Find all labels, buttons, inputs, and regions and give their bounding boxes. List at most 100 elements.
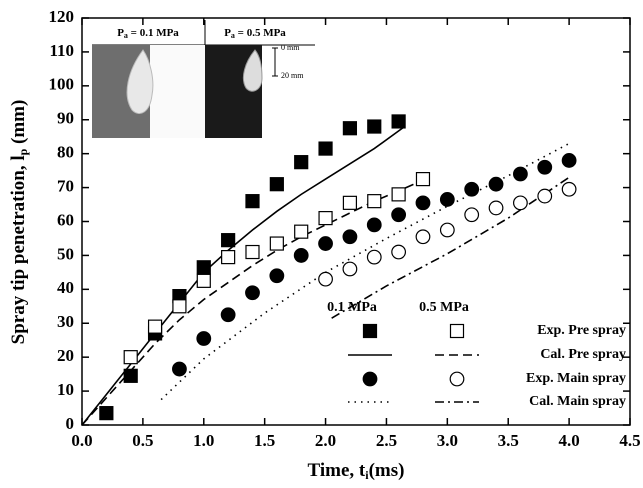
x-tick-label: 2.5	[376, 431, 397, 450]
curve	[331, 176, 570, 319]
legend-column-header: 0.1 MPa	[327, 300, 377, 315]
data-point	[513, 166, 528, 182]
data-point	[269, 177, 284, 192]
x-tick-label: 3.0	[437, 431, 458, 450]
photo-background	[150, 45, 205, 138]
y-tick-label: 30	[57, 312, 74, 331]
y-tick-label: 40	[57, 278, 74, 297]
data-point	[415, 172, 431, 187]
scale-label: 0 mm	[281, 43, 300, 52]
data-point	[318, 141, 333, 156]
data-point	[269, 236, 284, 251]
y-tick-label: 70	[57, 176, 74, 195]
symbol: P	[117, 27, 124, 39]
data-point	[342, 229, 358, 245]
data-point	[245, 194, 260, 209]
data-point	[99, 406, 114, 421]
y-tick-label: 60	[57, 210, 74, 229]
legend-label: Exp. Pre spray	[537, 323, 626, 338]
y-tick-label: 100	[49, 75, 75, 94]
data-point	[342, 121, 358, 136]
label-text: = 0.1 MPa	[128, 27, 179, 39]
legend-column-header: 0.5 MPa	[419, 300, 469, 315]
title-text: (ms)	[369, 460, 405, 481]
y-tick-label: 120	[49, 7, 75, 26]
y-tick-label: 110	[49, 41, 74, 60]
data-point	[318, 271, 333, 287]
x-tick-label: 3.5	[498, 431, 519, 450]
x-tick-label: 0.5	[132, 431, 153, 450]
spray-plume	[242, 49, 263, 92]
y-tick-label: 50	[57, 244, 74, 263]
y-tick-label: 80	[57, 143, 74, 162]
data-point	[342, 261, 358, 277]
data-point	[367, 194, 382, 209]
subscript: p	[16, 148, 30, 155]
data-point	[537, 159, 553, 175]
legend-label: Cal. Main spray	[529, 394, 626, 409]
data-point	[172, 299, 187, 314]
x-tick-label: 1.0	[193, 431, 214, 450]
data-point	[391, 187, 406, 202]
data-point	[391, 114, 406, 129]
x-tick-label: 0.0	[71, 431, 92, 450]
y-tick-label: 90	[57, 109, 74, 128]
scale-label: 20 mm	[281, 71, 304, 80]
data-point	[123, 368, 138, 383]
data-point	[220, 307, 236, 323]
y-tick-label: 0	[66, 414, 75, 433]
data-point	[464, 207, 480, 223]
inset-photo: 0 mm 20 mm Pa = 0.1 MPa Pa = 0.5 MPa	[92, 20, 315, 138]
data-point	[537, 188, 553, 204]
symbol: P	[224, 27, 231, 39]
data-point	[513, 195, 528, 211]
legend-label: Exp. Main spray	[526, 371, 626, 386]
subscript: i	[365, 468, 369, 482]
title-text: (mm)	[8, 100, 29, 149]
data-point	[147, 319, 163, 334]
y-tick-label: 20	[57, 346, 74, 365]
title-text: Time, t	[308, 460, 366, 481]
data-point	[196, 273, 211, 288]
curve	[160, 142, 570, 401]
data-point	[561, 181, 577, 197]
data-point	[366, 217, 382, 233]
data-point	[464, 181, 480, 197]
data-point	[561, 153, 577, 168]
x-tick-label: 4.0	[558, 431, 579, 450]
data-point	[366, 249, 382, 265]
title-text: Spray tip penetration, l	[8, 155, 29, 344]
data-point	[196, 331, 212, 346]
data-point	[269, 268, 285, 284]
inset-label: Pa = 0.5 MPa	[224, 27, 286, 40]
x-axis-title: Time, ti(ms)	[308, 460, 405, 481]
x-tick-label: 4.5	[619, 431, 640, 450]
data-point	[342, 195, 358, 210]
data-point	[439, 222, 455, 238]
data-point	[245, 285, 260, 301]
legend-label: Cal. Pre spray	[540, 347, 626, 362]
data-point	[367, 119, 382, 134]
y-axis-title: Spray tip penetration, lp (mm)	[8, 100, 29, 345]
data-point	[415, 229, 431, 245]
data-point	[221, 233, 236, 248]
subscript: a	[124, 31, 128, 40]
data-point	[318, 211, 333, 226]
data-point	[293, 248, 309, 263]
data-point	[318, 236, 333, 251]
legend-swatch	[362, 371, 378, 387]
data-point	[294, 224, 309, 239]
data-point	[488, 176, 504, 192]
curve	[81, 176, 430, 426]
data-point	[391, 207, 407, 223]
subscript: a	[231, 31, 235, 40]
label-text: = 0.5 MPa	[235, 27, 286, 39]
data-point	[172, 361, 187, 377]
data-point	[415, 195, 431, 211]
data-point	[123, 350, 138, 365]
data-point	[488, 200, 504, 216]
data-point	[221, 250, 236, 265]
inset-label: Pa = 0.1 MPa	[117, 27, 179, 40]
spray-plume	[126, 49, 154, 114]
legend-swatch	[449, 323, 465, 339]
